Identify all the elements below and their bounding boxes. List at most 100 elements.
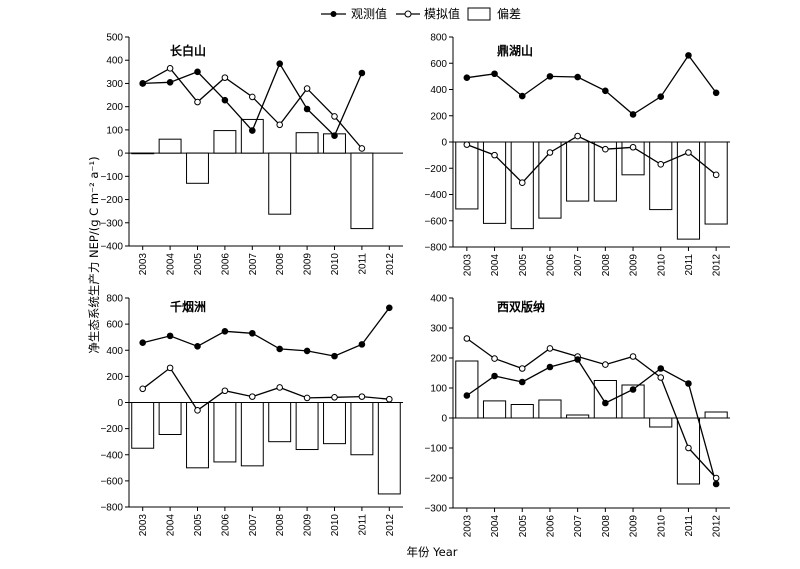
observed-point xyxy=(685,380,692,387)
observed-point xyxy=(685,52,692,59)
simulated-point xyxy=(221,74,229,81)
bias-bar xyxy=(323,402,346,445)
y-tick-label: −600 xyxy=(100,476,123,487)
x-tick-label: 2007 xyxy=(248,253,259,276)
y-tick-label: −200 xyxy=(100,195,123,206)
x-tick-label: 2003 xyxy=(138,514,149,537)
x-tick-label: 2009 xyxy=(303,514,314,537)
observed-point xyxy=(331,352,338,360)
bias-bar xyxy=(482,141,507,224)
bias-bar xyxy=(455,141,479,210)
y-tick-label: 500 xyxy=(106,33,123,44)
observed-point xyxy=(463,74,471,81)
observed-point xyxy=(331,132,338,139)
simulated-point xyxy=(685,444,692,452)
y-tick-label: −100 xyxy=(100,172,123,183)
panel-title: 西双版纳 xyxy=(497,299,545,314)
observed-point xyxy=(574,356,581,363)
simulated-point xyxy=(518,179,526,186)
y-tick-label: −200 xyxy=(424,474,447,485)
simulated-point xyxy=(546,149,554,156)
x-tick-label: 2009 xyxy=(303,253,314,276)
observed-point xyxy=(276,60,284,68)
simulated-point xyxy=(303,85,311,92)
y-tick-label: 400 xyxy=(106,346,123,357)
observed-point xyxy=(546,73,554,80)
bias-bar xyxy=(131,152,155,155)
observed-line xyxy=(466,358,717,485)
bias-bar xyxy=(268,402,292,443)
observed-point xyxy=(574,73,581,81)
y-tick-label: 800 xyxy=(106,294,123,305)
y-tick-label: 0 xyxy=(441,414,447,425)
observed-point xyxy=(491,372,498,380)
observed-point xyxy=(463,392,471,399)
simulated-point xyxy=(249,393,256,400)
bias-bar xyxy=(158,402,182,436)
x-tick-label: 2010 xyxy=(656,254,667,277)
x-tick-label: 2010 xyxy=(330,253,341,276)
simulated-point xyxy=(463,335,471,342)
legend-bias-label: 偏差 xyxy=(497,6,521,21)
x-axis-title: 年份 Year xyxy=(406,545,457,559)
observed-point xyxy=(139,80,146,87)
simulated-point xyxy=(518,365,526,372)
observed-point xyxy=(166,332,174,340)
x-tick-label: 2005 xyxy=(193,253,204,276)
simulated-point xyxy=(276,384,284,391)
observed-point xyxy=(194,343,201,350)
observed-point xyxy=(194,68,201,76)
bias-bar xyxy=(295,402,319,451)
simulated-point xyxy=(712,474,720,482)
legend-observed-label: 观测值 xyxy=(351,6,387,21)
y-tick-label: −100 xyxy=(424,444,447,455)
y-axis-title: 净生态系统生产力 NEP/(g C m⁻² a⁻¹) xyxy=(87,156,101,353)
bias-bar xyxy=(593,380,617,419)
observed-point xyxy=(629,386,637,393)
observed-point xyxy=(221,328,229,335)
y-tick-label: 400 xyxy=(106,56,123,67)
x-tick-label: 2008 xyxy=(275,514,286,537)
y-tick-label: 200 xyxy=(106,372,123,383)
bias-bar xyxy=(158,138,182,154)
legend-observed-marker xyxy=(330,11,337,17)
bias-bar xyxy=(455,360,479,419)
simulated-point xyxy=(629,353,637,360)
panel-qianyanzhou: 千烟洲 −800 −600 −400 −200 0 200 400 600 800 2003 200… xyxy=(100,294,403,537)
simulated-point xyxy=(712,171,720,179)
bias-bar xyxy=(213,130,237,154)
simulated-point xyxy=(602,361,609,368)
simulated-point xyxy=(194,407,201,414)
y-tick-label: 200 xyxy=(430,354,447,365)
observed-point xyxy=(139,339,146,346)
x-tick-label: 2004 xyxy=(166,514,177,537)
panel-xishuangbanna: 西双版纳 −300 −200 −100 0 100 200 300 400 2003 2004 20… xyxy=(424,294,730,538)
observed-point xyxy=(518,92,526,100)
observed-point xyxy=(303,347,311,355)
y-tick-label: −200 xyxy=(424,164,447,175)
simulated-point xyxy=(602,145,609,153)
y-tick-label: 300 xyxy=(430,324,447,335)
observed-point xyxy=(276,345,284,353)
y-tick-label: 100 xyxy=(430,384,447,395)
y-tick-label: 0 xyxy=(441,138,447,149)
observed-point xyxy=(657,365,665,372)
panel-title: 长白山 xyxy=(170,43,206,58)
bias-bar xyxy=(649,417,673,428)
y-tick-label: −300 xyxy=(100,218,123,229)
x-tick-label: 2011 xyxy=(684,254,695,276)
x-tick-label: 2007 xyxy=(573,515,584,538)
simulated-point xyxy=(358,145,366,152)
x-tick-label: 2008 xyxy=(601,515,612,538)
y-tick-label: 100 xyxy=(106,125,123,136)
simulated-point xyxy=(685,149,692,156)
observed-point xyxy=(657,93,665,101)
x-tick-label: 2005 xyxy=(518,515,529,538)
x-tick-label: 2004 xyxy=(166,253,177,276)
bias-bar xyxy=(566,414,590,419)
panel-changbaishan: 长白山 −400 −300 −200 −100 0 100 200 300 400 500 2003… xyxy=(100,33,403,276)
x-tick-label: 2004 xyxy=(490,515,501,538)
simulated-point xyxy=(546,345,554,352)
simulated-point xyxy=(303,394,311,402)
bias-bar xyxy=(377,402,401,495)
